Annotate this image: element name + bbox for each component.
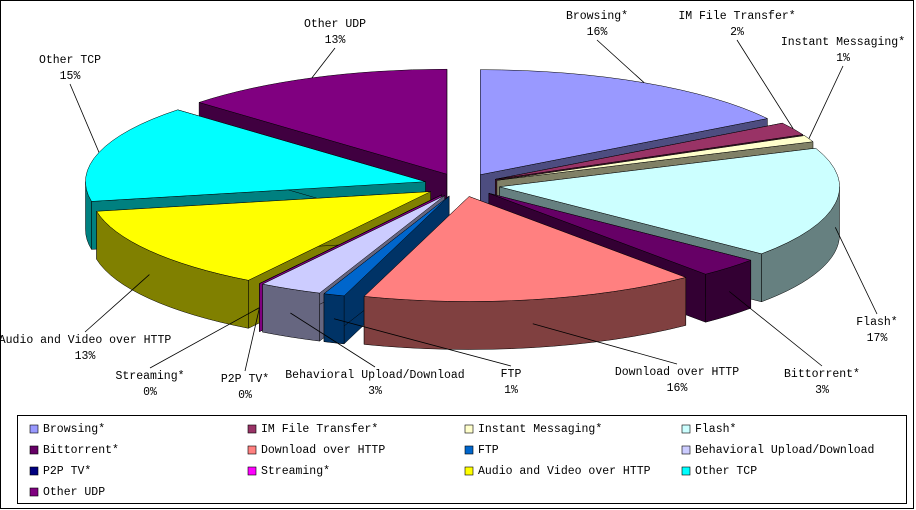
leader-line bbox=[532, 323, 678, 365]
legend-swatch bbox=[247, 466, 257, 476]
data-label-value: 1% bbox=[504, 384, 518, 397]
data-label-value: 13% bbox=[325, 34, 346, 47]
slice bbox=[259, 194, 442, 284]
data-label-name: Other TCP bbox=[39, 54, 101, 67]
leader-line bbox=[244, 307, 260, 372]
legend-swatch bbox=[681, 466, 691, 476]
slice bbox=[480, 69, 769, 176]
data-label-name: Streaming* bbox=[115, 370, 184, 383]
slice bbox=[363, 196, 687, 302]
leader-line bbox=[149, 307, 260, 369]
legend-swatch bbox=[464, 466, 474, 476]
legend-swatch bbox=[29, 445, 39, 455]
legend-label: Bittorrent* bbox=[43, 444, 119, 457]
data-label-value: 1% bbox=[836, 52, 850, 65]
legend-label: Other UDP bbox=[43, 486, 105, 499]
data-label-value: 3% bbox=[368, 385, 382, 398]
legend-label: Download over HTTP bbox=[261, 444, 385, 457]
leader-line bbox=[290, 312, 376, 368]
legend-swatch bbox=[464, 424, 474, 434]
data-label-name: Bittorrent* bbox=[784, 368, 860, 381]
data-label-value: 13% bbox=[75, 350, 96, 363]
legend-swatch bbox=[681, 445, 691, 455]
slice bbox=[96, 191, 431, 281]
leader-line bbox=[69, 83, 100, 153]
legend-label: Instant Messaging* bbox=[478, 423, 602, 436]
leader-line bbox=[736, 39, 794, 130]
legend-swatch bbox=[29, 487, 39, 497]
data-label-name: Audio and Video over HTTP bbox=[0, 334, 171, 347]
legend-swatch bbox=[29, 424, 39, 434]
legend-label: Audio and Video over HTTP bbox=[478, 465, 651, 478]
leader-line bbox=[834, 227, 878, 315]
leader-line bbox=[729, 291, 823, 367]
legend-frame bbox=[17, 415, 907, 504]
data-label-name: Download over HTTP bbox=[615, 366, 739, 379]
slice bbox=[496, 135, 814, 181]
data-label-value: 3% bbox=[815, 384, 829, 397]
legend-label: P2P TV* bbox=[43, 465, 91, 478]
legend-label: IM File Transfer* bbox=[261, 423, 378, 436]
data-label-value: 17% bbox=[867, 332, 888, 345]
leader-line bbox=[596, 39, 645, 83]
data-label-value: 15% bbox=[60, 70, 81, 83]
slice bbox=[261, 195, 445, 294]
data-label-value: 0% bbox=[143, 386, 157, 399]
data-label-name: Browsing* bbox=[566, 10, 628, 23]
leader-line bbox=[311, 47, 336, 79]
data-label-name: Other UDP bbox=[304, 18, 366, 31]
leader-line bbox=[333, 318, 512, 367]
data-label-name: FTP bbox=[501, 368, 522, 381]
data-label-value: 16% bbox=[667, 382, 688, 395]
data-label-name: Flash* bbox=[856, 316, 897, 329]
leader-line bbox=[808, 65, 844, 139]
legend-swatch bbox=[681, 424, 691, 434]
legend-label: Other TCP bbox=[695, 465, 757, 478]
data-label-name: IM File Transfer* bbox=[678, 10, 795, 23]
data-label-value: 2% bbox=[730, 26, 744, 39]
pie bbox=[85, 68, 840, 350]
legend-swatch bbox=[247, 424, 257, 434]
legend-label: Browsing* bbox=[43, 423, 105, 436]
data-label-value: 16% bbox=[587, 26, 608, 39]
legend-swatch bbox=[29, 466, 39, 476]
legend-label: Behavioral Upload/Download bbox=[695, 444, 874, 457]
legend-label: Streaming* bbox=[261, 465, 330, 478]
data-label-value: 0% bbox=[238, 389, 252, 402]
slice bbox=[488, 193, 752, 275]
legend-swatch bbox=[464, 445, 474, 455]
slice bbox=[499, 147, 840, 255]
legend-label: FTP bbox=[478, 444, 499, 457]
data-label-name: Behavioral Upload/Download bbox=[285, 369, 464, 382]
legend-swatch bbox=[247, 445, 257, 455]
data-label-name: P2P TV* bbox=[221, 373, 269, 386]
data-label-name: Instant Messaging* bbox=[781, 36, 905, 49]
slice bbox=[85, 109, 426, 202]
leader-line bbox=[84, 274, 150, 333]
slice-side bbox=[262, 283, 320, 342]
slice bbox=[323, 195, 450, 297]
legend-label: Flash* bbox=[695, 423, 736, 436]
